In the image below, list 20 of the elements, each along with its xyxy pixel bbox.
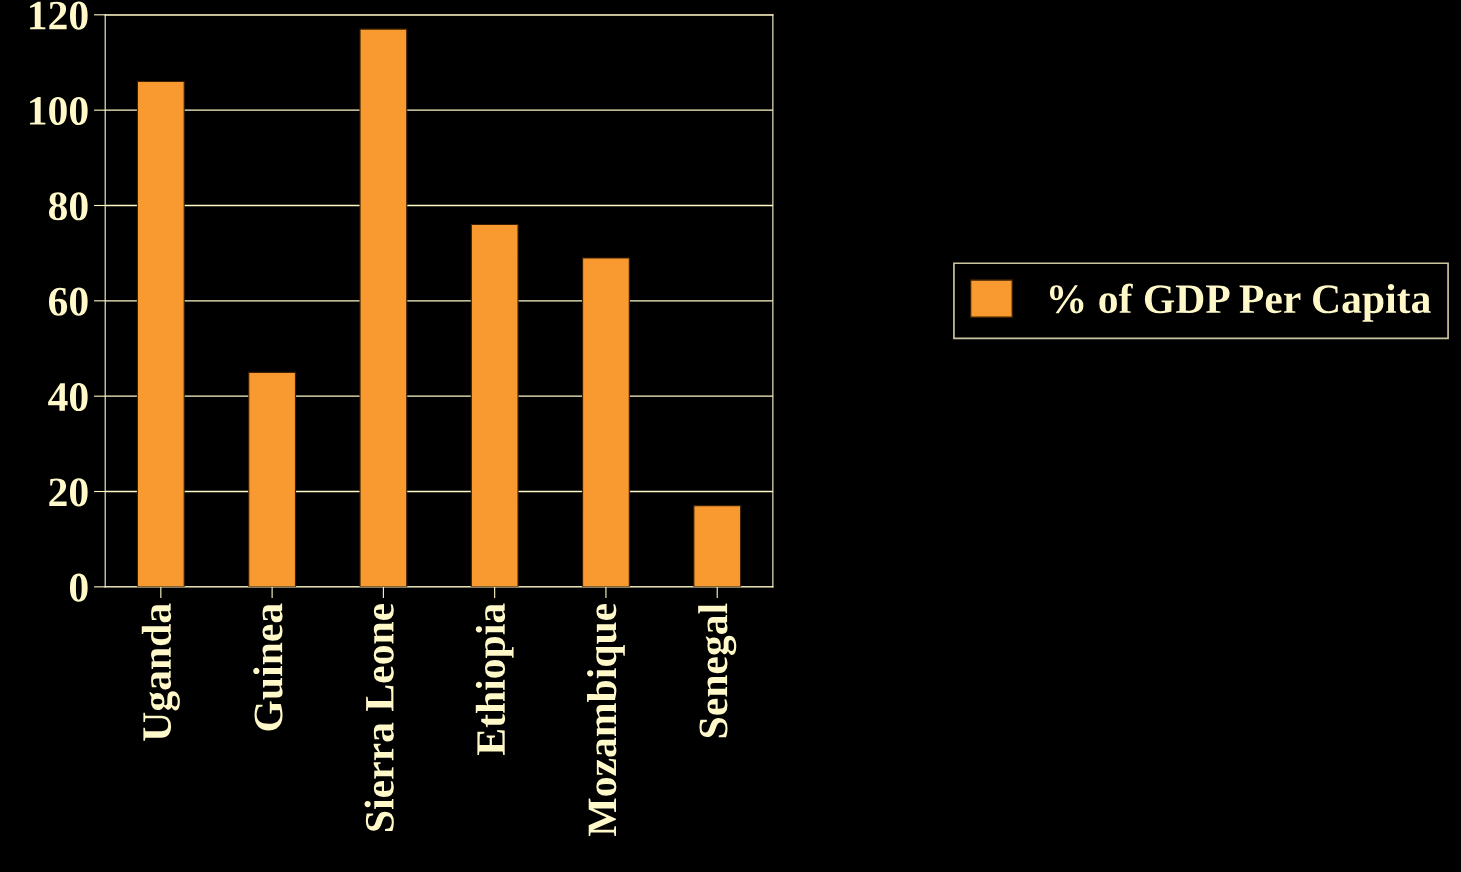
y-tick-label: 80 (48, 192, 88, 221)
bar (359, 28, 408, 587)
x-tick-label: Uganda (141, 603, 180, 741)
bar (470, 224, 519, 587)
y-tick-label: 40 (48, 382, 88, 412)
bar (582, 257, 630, 587)
x-tick-label: Mozambique (587, 603, 625, 836)
bar (248, 371, 297, 587)
y-tick-label: 20 (49, 478, 88, 507)
y-tick-label: 120 (30, 1, 88, 30)
bar (693, 505, 742, 587)
x-tick-label: Senegal (698, 603, 737, 738)
y-tick-label: 60 (48, 287, 88, 316)
x-tick-label: Ethiopia (475, 603, 514, 755)
bar (136, 81, 185, 587)
y-tick-label: 100 (30, 96, 88, 126)
legend-label: % of GDP Per Capita (1049, 283, 1431, 322)
x-tick-label: Sierra Leone (364, 603, 394, 831)
x-tick-label: Guinea (253, 603, 283, 731)
y-tick-label: 0 (69, 573, 88, 602)
